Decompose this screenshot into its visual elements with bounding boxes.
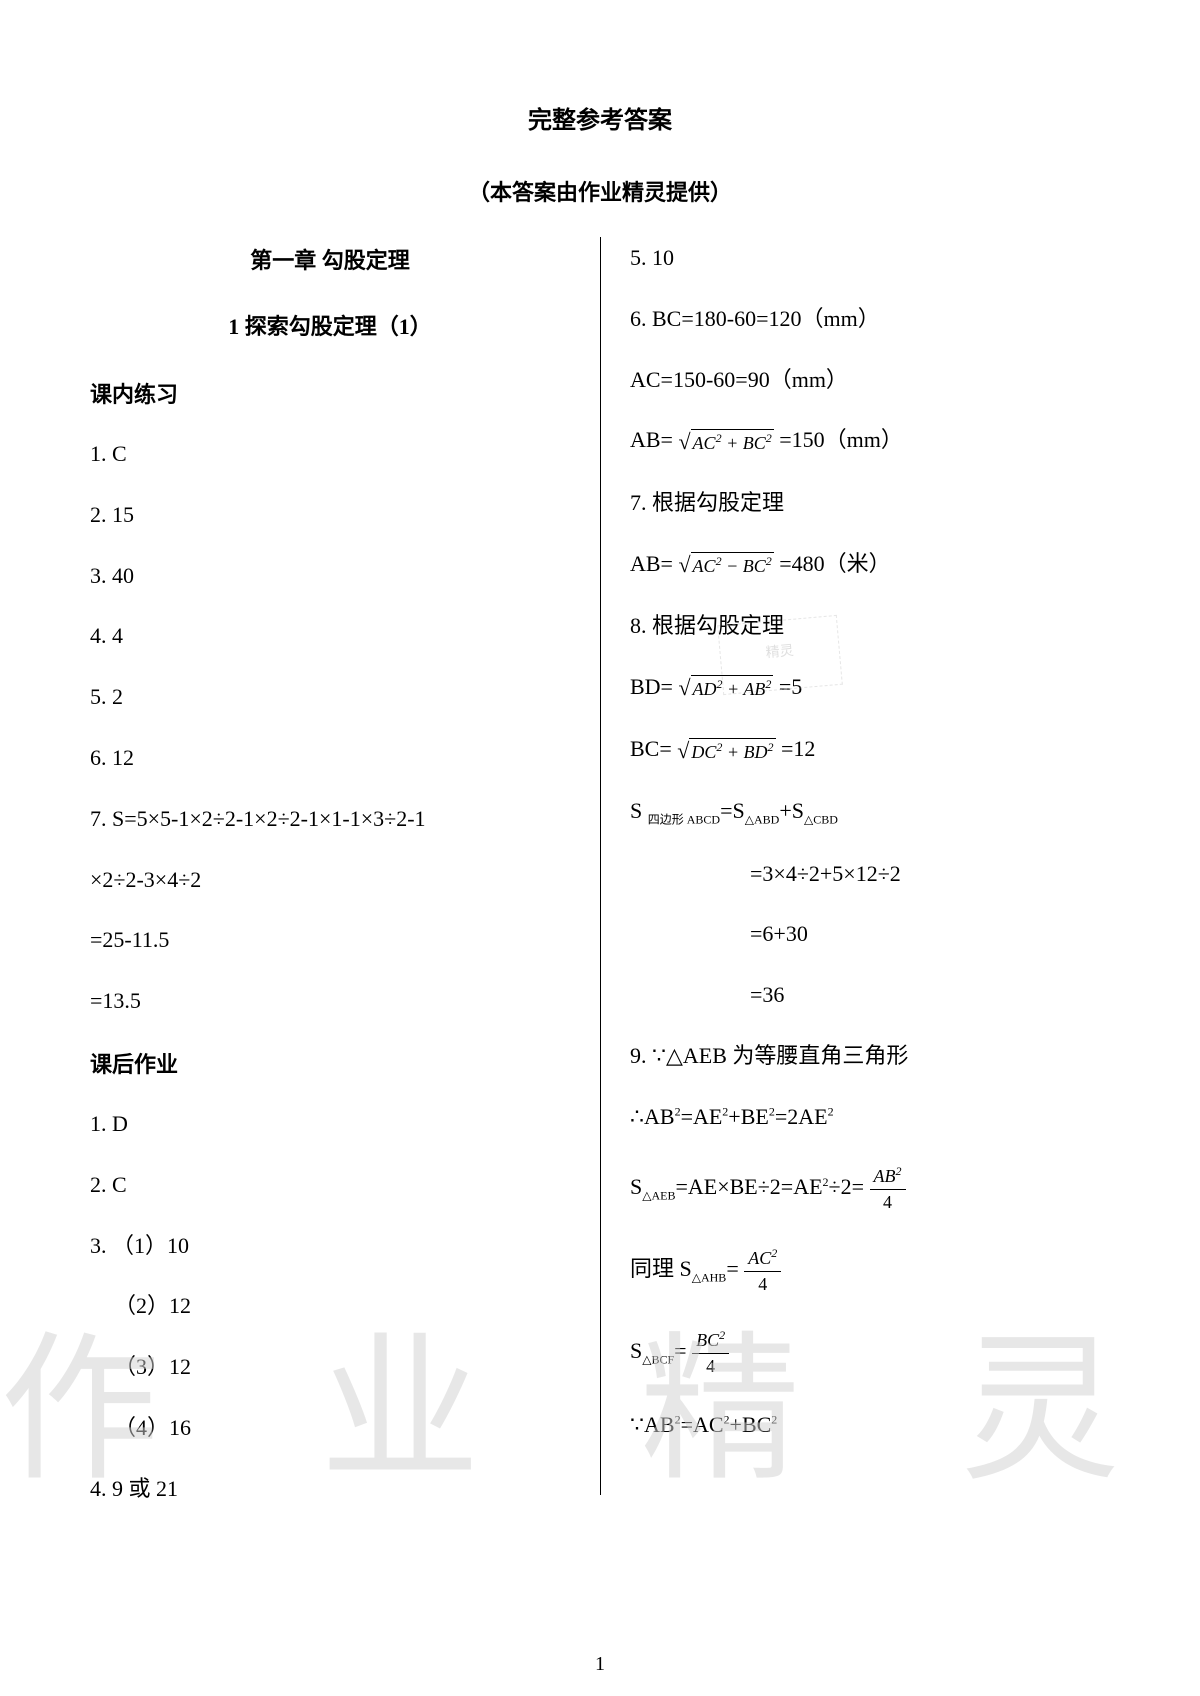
sqrt-icon: √ [678,427,690,458]
answer-line: AB= √AC2 + BC2 =150（mm） [630,425,1110,457]
answer-line: 4. 9 或 21 [90,1474,570,1505]
answer-line: （4）16 [90,1413,570,1444]
answer-line: （2）12 [90,1291,570,1322]
page-number: 1 [595,1653,605,1676]
answer-line: =3×4÷2+5×12÷2 [630,859,1110,890]
sqrt-arg: AC2 − BC2 [691,552,774,579]
sqrt-icon: √ [678,673,690,704]
answer-line: 5. 10 [630,243,1110,274]
expr-text: =150（mm） [779,427,903,452]
expr-text: BD= [630,674,673,699]
answer-line: S 四边形 ABCD=S△ABD+S△CBD [630,796,1110,828]
expr-text: AB= [630,551,673,576]
heading-inclass: 课内练习 [90,377,570,409]
expr-text: =480（米） [779,551,890,576]
sqrt-expr: √AC2 + BC2 [678,427,773,458]
answer-line: =6+30 [630,919,1110,950]
fraction: BC2 4 [692,1327,729,1379]
answer-line: ∴AB2=AE2+BE2=2AE2 [630,1102,1110,1133]
left-column: 第一章 勾股定理 1 探索勾股定理（1） 课内练习 1. C 2. 15 3. … [60,237,600,1535]
answer-line: 2. 15 [90,500,570,531]
expr-text: AB= [630,427,673,452]
fraction: AC2 4 [744,1245,781,1297]
page-title: 完整参考答案 [60,100,1140,135]
sqrt-arg: AC2 + BC2 [691,429,774,456]
sqrt-expr: √DC2 + BD2 [677,736,775,767]
answer-line: 7. 根据勾股定理 [630,488,1110,519]
answer-line: 9. ∵△AEB 为等腰直角三角形 [630,1041,1110,1072]
expr-text: BC= [630,736,672,761]
answer-line: 4. 4 [90,621,570,652]
frac-num: AC2 [744,1245,781,1272]
sqrt-icon: √ [677,736,689,767]
answer-line: BC= √DC2 + BD2 =12 [630,734,1110,766]
answer-line: =25-11.5 [90,925,570,956]
answer-line: =13.5 [90,986,570,1017]
chapter-title: 第一章 勾股定理 [90,243,570,275]
answer-line: 2. C [90,1170,570,1201]
frac-den: 4 [744,1272,781,1297]
sqrt-icon: √ [678,550,690,581]
answer-line: BD= √AD2 + AB2 =5 [630,672,1110,704]
answer-line: （3）12 [90,1352,570,1383]
answer-line: 同理 S△AHB= AC2 4 [630,1245,1110,1297]
frac-num: AB2 [870,1163,906,1190]
frac-den: 4 [870,1190,906,1215]
answer-line: ∵AB2=AC2+BC2 [630,1410,1110,1441]
fraction: AB2 4 [870,1163,906,1215]
answer-line: 6. BC=180-60=120（mm） [630,304,1110,335]
answer-line: 1. D [90,1109,570,1140]
frac-num: BC2 [692,1327,729,1354]
answer-line: 5. 2 [90,682,570,713]
answer-line: 3. （1）10 [90,1231,570,1262]
answer-line: 6. 12 [90,743,570,774]
answer-line: 8. 根据勾股定理 [630,611,1110,642]
answer-line: =36 [630,980,1110,1011]
frac-den: 4 [692,1354,729,1379]
heading-homework: 课后作业 [90,1047,570,1079]
columns-container: 第一章 勾股定理 1 探索勾股定理（1） 课内练习 1. C 2. 15 3. … [60,237,1140,1535]
answer-line: S△AEB=AE×BE÷2=AE2÷2= AB2 4 [630,1163,1110,1215]
answer-line: S△BCF= BC2 4 [630,1327,1110,1379]
sqrt-expr: √AC2 − BC2 [678,550,773,581]
stamp: 精灵 [717,615,843,695]
expr-text: =12 [781,736,815,761]
answer-line: 7. S=5×5-1×2÷2-1×2÷2-1×1-1×3÷2-1 [90,804,570,835]
answer-line: 3. 40 [90,561,570,592]
sqrt-arg: DC2 + BD2 [689,738,775,765]
right-column: 5. 10 6. BC=180-60=120（mm） AC=150-60=90（… [600,237,1140,1535]
answer-line: ×2÷2-3×4÷2 [90,865,570,896]
answer-line: AB= √AC2 − BC2 =480（米） [630,549,1110,581]
column-divider [600,237,601,1495]
section-title: 1 探索勾股定理（1） [90,309,570,341]
answer-line: 1. C [90,439,570,470]
answer-line: AC=150-60=90（mm） [630,365,1110,396]
page-subtitle: （本答案由作业精灵提供） [60,175,1140,207]
